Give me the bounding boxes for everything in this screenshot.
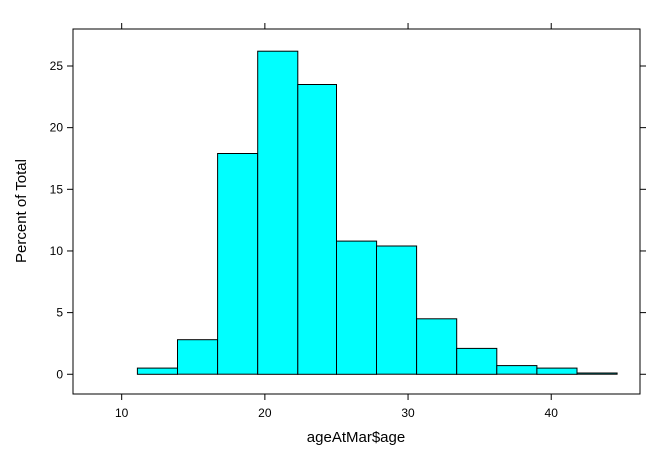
histogram-bar-4: [217, 153, 259, 375]
histogram-bar-3: [177, 339, 219, 375]
x-axis-label: ageAtMar$age: [307, 429, 405, 446]
histogram-bar-10: [456, 347, 498, 375]
histogram-bar-11: [496, 365, 538, 375]
histogram-bar-9: [416, 318, 458, 375]
plot-panel: [72, 28, 641, 395]
x-tick-label-30: 30: [401, 406, 415, 420]
x-tick-label-10: 10: [115, 406, 129, 420]
histogram-bar-7: [336, 240, 378, 375]
histogram-bar-5: [257, 50, 299, 375]
y-tick-label-15: 15: [50, 182, 64, 196]
histogram-bar-12: [536, 367, 578, 375]
bars-group: [136, 50, 618, 375]
histogram-bar-8: [376, 245, 418, 375]
y-axis-label: Percent of Total: [13, 159, 30, 263]
y-tick-label-0: 0: [56, 367, 63, 381]
histogram-bar-13: [576, 372, 618, 375]
histogram-bar-2: [136, 367, 178, 375]
x-tick-label-40: 40: [545, 406, 559, 420]
y-tick-label-5: 5: [56, 306, 63, 320]
histogram-bar-6: [297, 84, 337, 375]
y-tick-label-10: 10: [50, 244, 64, 258]
x-axis: 10 20 30 40: [115, 23, 558, 420]
y-tick-label-20: 20: [50, 121, 64, 135]
y-tick-label-25: 25: [50, 59, 64, 73]
x-tick-label-20: 20: [258, 406, 272, 420]
y-axis: 0 5 10 15 20 25: [50, 59, 646, 381]
